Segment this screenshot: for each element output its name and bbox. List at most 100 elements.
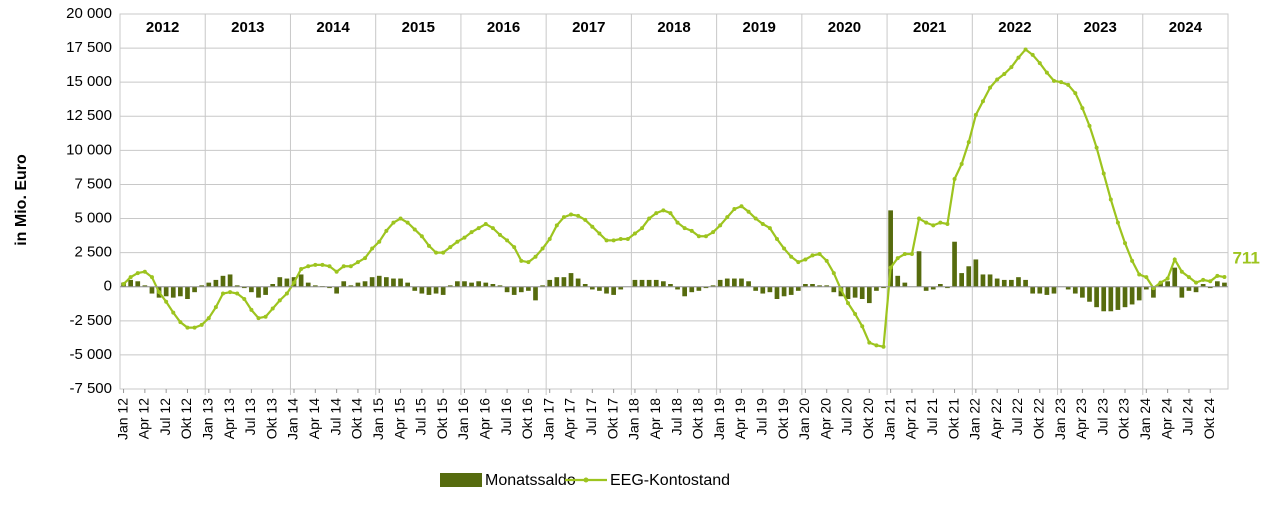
bar xyxy=(1136,286,1142,301)
x-tick-label: Jul 15 xyxy=(413,398,429,436)
y-tick-label: 2 500 xyxy=(74,244,112,261)
line-marker xyxy=(334,269,339,274)
line-marker xyxy=(157,290,162,295)
line-marker xyxy=(377,239,382,244)
line-marker xyxy=(256,316,261,321)
line-marker xyxy=(228,290,233,295)
bar xyxy=(256,286,261,298)
line-marker xyxy=(810,253,815,258)
bar xyxy=(433,286,439,294)
bar xyxy=(334,286,339,294)
line-marker xyxy=(277,298,282,303)
line-marker xyxy=(1186,275,1191,280)
line-marker xyxy=(860,324,865,329)
bar xyxy=(149,286,155,294)
bar xyxy=(384,277,389,287)
bar xyxy=(824,285,830,287)
year-label: 2017 xyxy=(572,19,605,36)
line-marker xyxy=(348,264,353,269)
line-marker xyxy=(249,307,254,312)
bar xyxy=(1065,286,1071,290)
line-marker xyxy=(881,344,886,349)
x-tick-label: Jan 20 xyxy=(796,398,812,440)
year-label: 2013 xyxy=(231,19,264,36)
x-tick-label: Jan 23 xyxy=(1052,398,1068,440)
line-marker xyxy=(980,99,985,104)
bar xyxy=(270,284,276,287)
year-label: 2022 xyxy=(998,19,1031,36)
bar xyxy=(234,285,240,287)
bar xyxy=(589,286,595,290)
line-marker xyxy=(235,291,240,296)
bar xyxy=(1037,286,1043,294)
bar xyxy=(774,286,780,299)
bar xyxy=(739,278,744,287)
line-marker xyxy=(725,215,730,220)
bar xyxy=(348,285,354,287)
bar xyxy=(746,281,751,287)
bar xyxy=(1108,286,1114,312)
line-marker xyxy=(505,238,510,243)
bar xyxy=(355,282,361,287)
bar xyxy=(717,279,723,287)
bar xyxy=(391,278,396,287)
bar xyxy=(938,284,943,287)
bar xyxy=(945,286,950,289)
x-tick-label: Jan 24 xyxy=(1137,398,1153,440)
line-marker xyxy=(1080,106,1085,111)
line-marker xyxy=(604,238,609,243)
bar xyxy=(1016,277,1021,287)
y-tick-label: 5 000 xyxy=(74,210,112,227)
line-marker xyxy=(405,220,410,225)
bar xyxy=(504,286,510,293)
bar xyxy=(511,286,517,295)
line-marker xyxy=(803,257,808,262)
x-tick-label: Jan 15 xyxy=(370,398,386,440)
x-tick-label: Jul 16 xyxy=(498,398,514,436)
bar xyxy=(497,285,503,287)
x-tick-label: Apr 16 xyxy=(476,398,492,439)
bar xyxy=(952,241,957,287)
line-marker xyxy=(292,280,297,285)
bar xyxy=(249,286,254,293)
line-marker xyxy=(1179,269,1184,274)
line-marker xyxy=(320,262,325,267)
bar xyxy=(724,278,730,287)
bar xyxy=(476,281,482,287)
line-marker xyxy=(561,215,566,220)
x-tick-label: Jul 14 xyxy=(327,398,343,436)
line-marker xyxy=(1066,82,1071,87)
line-marker xyxy=(1037,61,1042,66)
line-marker xyxy=(1101,171,1106,176)
line-marker xyxy=(363,256,368,261)
line-marker xyxy=(874,343,879,348)
line-marker xyxy=(242,297,247,301)
legend-label: Monatssaldo xyxy=(485,472,576,489)
bar xyxy=(859,286,865,299)
line-marker xyxy=(384,228,389,233)
line-marker xyxy=(128,275,133,280)
bar xyxy=(696,286,702,291)
line-marker xyxy=(1094,145,1099,150)
line-marker xyxy=(313,262,318,267)
line-marker xyxy=(1215,273,1220,278)
line-marker xyxy=(419,234,424,239)
bar xyxy=(440,286,446,295)
bar xyxy=(298,274,304,287)
bar xyxy=(923,286,929,291)
bar xyxy=(668,284,673,287)
line-marker xyxy=(327,264,332,269)
line-marker xyxy=(846,301,851,306)
line-marker xyxy=(597,231,602,236)
bar xyxy=(1222,282,1227,287)
bar xyxy=(178,286,183,297)
line-marker xyxy=(512,245,517,250)
year-label: 2024 xyxy=(1169,19,1203,36)
bar xyxy=(959,273,964,287)
bar xyxy=(874,286,879,291)
line-marker xyxy=(782,246,787,251)
x-tick-label: Okt 20 xyxy=(860,398,876,439)
bar xyxy=(916,251,922,287)
bar xyxy=(653,279,659,287)
